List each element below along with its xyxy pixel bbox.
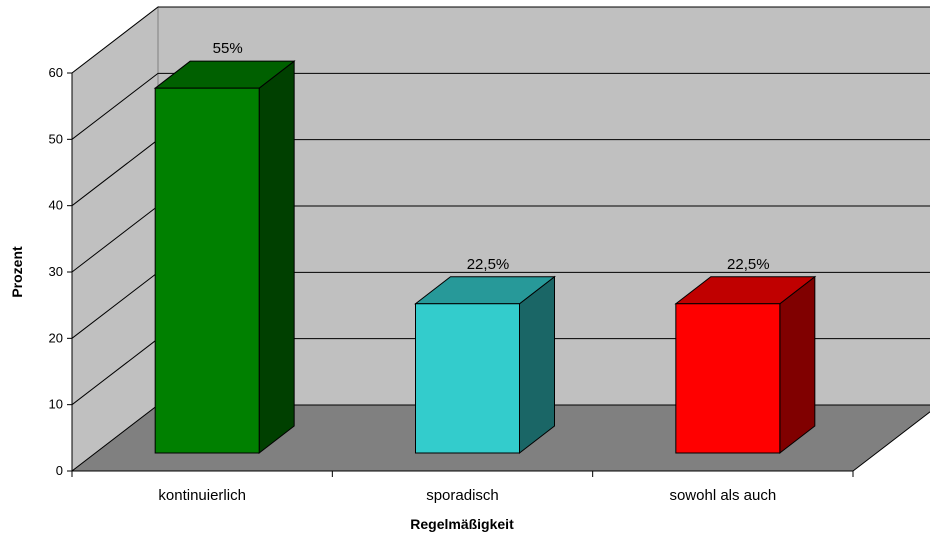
- bar-side: [519, 275, 555, 455]
- x-category-label: sporadisch: [426, 487, 499, 504]
- y-tick-label: 20: [49, 330, 63, 345]
- x-axis-title: Regelmäßigkeit: [410, 516, 514, 532]
- y-tick-label: 50: [49, 131, 63, 146]
- data-label: 55%: [213, 40, 243, 57]
- y-tick-label: 60: [49, 65, 63, 80]
- y-tick-label: 40: [49, 198, 63, 213]
- bar-3: [675, 303, 781, 454]
- bar-side: [258, 60, 295, 455]
- bars: [153, 60, 817, 455]
- x-category-label: sowohl als auch: [669, 487, 776, 504]
- data-label: 22,5%: [727, 256, 770, 273]
- bar-2: [415, 303, 520, 454]
- bar-side: [779, 275, 816, 455]
- y-tick-label: 0: [56, 463, 63, 478]
- y-axis-title: Prozent: [9, 246, 25, 298]
- y-tick-label: 30: [49, 264, 63, 279]
- axes: 0 10 20 30 40 50 60: [49, 65, 854, 478]
- x-category-label: kontinuierlich: [158, 487, 246, 504]
- bar-1: [154, 87, 260, 454]
- gridline: [71, 72, 930, 140]
- data-label: 22,5%: [467, 256, 510, 273]
- labels: 55% kontinuierlich 22,5% sporadisch 22,5% sow…: [158, 40, 776, 504]
- gridline: [71, 6, 930, 74]
- y-tick-label: 10: [49, 397, 63, 412]
